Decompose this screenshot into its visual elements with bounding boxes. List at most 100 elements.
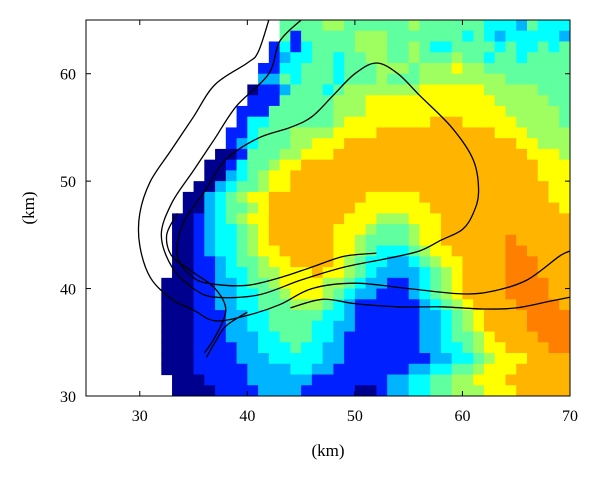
heatmap-cell (462, 116, 474, 129)
heatmap-cell (419, 277, 431, 290)
heatmap-cell (365, 342, 377, 354)
heatmap-cell (183, 396, 194, 407)
heatmap-cell (225, 202, 238, 214)
heatmap-cell (344, 245, 356, 257)
heatmap-cell (570, 321, 581, 332)
heatmap-cell (333, 62, 345, 75)
heatmap-cell (397, 320, 410, 333)
heatmap-cell (440, 191, 453, 204)
heatmap-cell (462, 310, 474, 322)
heatmap-cell (344, 331, 356, 343)
heatmap-cell (483, 41, 496, 53)
heatmap-cell (226, 407, 237, 418)
heatmap-cell (215, 181, 227, 193)
heatmap-cell (592, 321, 600, 332)
heatmap-cell (451, 299, 464, 311)
heatmap-cell (290, 41, 302, 53)
heatmap-cell (311, 181, 324, 193)
heatmap-cell (440, 234, 453, 247)
heatmap-cell (440, 73, 453, 86)
heatmap-cell (430, 213, 442, 225)
heatmap-cell (322, 363, 334, 376)
heatmap-cell (365, 363, 377, 376)
heatmap-cell (397, 385, 410, 396)
heatmap-cell (451, 277, 464, 290)
heatmap-cell (258, 105, 270, 118)
heatmap-cell (516, 407, 527, 418)
heatmap-cell (279, 127, 291, 139)
heatmap-cell (494, 245, 507, 257)
heatmap-cell (548, 148, 560, 161)
heatmap-cell (419, 310, 431, 322)
heatmap-cell (322, 52, 334, 64)
heatmap-cell (440, 385, 453, 396)
heatmap-cell (301, 52, 313, 64)
heatmap-cell (473, 73, 485, 86)
heatmap-cell (451, 331, 464, 343)
heatmap-cell (236, 288, 248, 300)
heatmap-cell (376, 353, 388, 365)
heatmap-cell (387, 342, 399, 354)
heatmap-cell (419, 288, 431, 300)
heatmap-cell (290, 95, 302, 107)
heatmap-cell (193, 267, 205, 279)
heatmap-cell (505, 353, 517, 365)
heatmap-cell (473, 407, 484, 418)
heatmap-cell (440, 342, 453, 354)
heatmap-cell (193, 234, 205, 247)
heatmap-cell (430, 374, 442, 386)
heatmap-cell (570, 385, 581, 396)
heatmap-cell (236, 342, 248, 354)
heatmap-cell (279, 62, 291, 75)
heatmap-cell (322, 181, 334, 193)
heatmap-cell (301, 116, 313, 129)
heatmap-cell (290, 213, 302, 225)
heatmap-cell (311, 363, 324, 376)
heatmap-cell (440, 299, 453, 311)
heatmap-cells (161, 20, 600, 418)
heatmap-cell (537, 116, 550, 129)
heatmap-cell (581, 342, 592, 353)
heatmap-cell (473, 191, 485, 204)
heatmap-cell (548, 202, 560, 214)
heatmap-cell (290, 256, 302, 268)
heatmap-cell (311, 84, 324, 96)
heatmap-cell (344, 234, 356, 247)
heatmap-cell (473, 224, 485, 236)
heatmap-cell (225, 374, 238, 386)
heatmap-cell (430, 127, 442, 139)
heatmap-cell (236, 353, 248, 365)
heatmap-cell (537, 353, 550, 365)
heatmap-cell (516, 191, 528, 204)
heatmap-cell (537, 170, 550, 182)
heatmap-cell (225, 288, 238, 300)
heatmap-cell (322, 62, 334, 75)
heatmap-cell (570, 203, 581, 214)
heatmap-cell (182, 342, 195, 354)
heatmap-cell (494, 191, 507, 204)
heatmap-cell (268, 159, 281, 171)
heatmap-cell (537, 310, 550, 322)
heatmap-cell (333, 331, 345, 343)
heatmap-cell (559, 267, 570, 279)
heatmap-cell (258, 224, 270, 236)
heatmap-cell (333, 353, 345, 365)
heatmap-cell (161, 310, 173, 322)
heatmap-cell (505, 256, 517, 268)
heatmap-cell (548, 363, 560, 376)
heatmap-cell (548, 181, 560, 193)
x-axis-title: (km) (311, 441, 344, 460)
heatmap-cell (301, 407, 312, 418)
heatmap-cell (312, 407, 323, 418)
heatmap-cell (344, 396, 355, 407)
heatmap-cell (419, 353, 431, 365)
heatmap-cell (182, 353, 195, 365)
heatmap-cell (365, 277, 377, 290)
heatmap-cell (451, 95, 464, 107)
heatmap-cell (526, 267, 539, 279)
heatmap-cell (182, 245, 195, 257)
heatmap-cell (290, 62, 302, 75)
heatmap-cell (354, 148, 367, 161)
heatmap-cell (397, 62, 410, 75)
heatmap-cell (451, 320, 464, 333)
